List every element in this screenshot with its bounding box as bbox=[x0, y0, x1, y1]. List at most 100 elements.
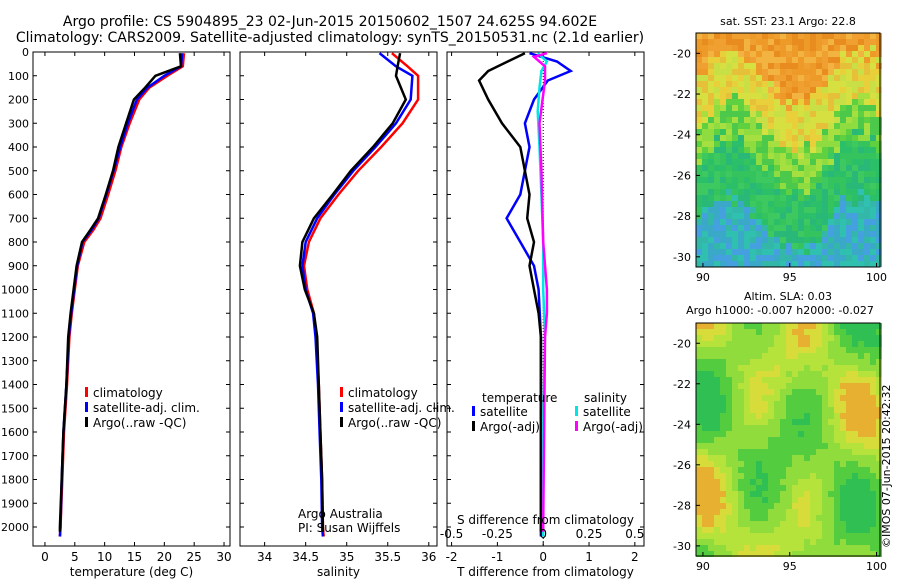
legend-label: satellite-adj. clim. bbox=[348, 401, 455, 415]
x-axis-label: salinity bbox=[317, 565, 360, 579]
legend-label: climatology bbox=[93, 386, 163, 400]
series-line-temp-1 bbox=[477, 52, 543, 532]
legend-swatch bbox=[85, 387, 88, 397]
x-axis-label: temperature (deg C) bbox=[70, 565, 193, 579]
x-tick-label: 35 bbox=[339, 550, 354, 564]
sla-map-frame bbox=[695, 322, 881, 557]
legend-header: temperature bbox=[482, 391, 557, 405]
panel-frame-1 bbox=[32, 51, 231, 547]
legend-label: Argo(..raw -QC) bbox=[93, 416, 186, 430]
map-lon-label: 100 bbox=[866, 560, 887, 573]
y-tick-label: 600 bbox=[8, 189, 29, 202]
x-tick-label: -1 bbox=[491, 550, 503, 564]
series-line-climatology bbox=[58, 53, 186, 537]
map-lat-label: -26 bbox=[673, 169, 691, 182]
x-tick-label: 25 bbox=[187, 550, 202, 564]
x-tick-label: 20 bbox=[157, 550, 172, 564]
map-lat-label: -30 bbox=[673, 540, 691, 553]
map-lon-label: 100 bbox=[866, 271, 887, 284]
sla-map-title-1: Altim. SLA: 0.03 bbox=[743, 290, 833, 303]
map-lat-label: -24 bbox=[673, 418, 691, 431]
credit-line: Argo Australia bbox=[298, 507, 383, 521]
x-tick-label: 0 bbox=[539, 550, 547, 564]
series-line-satellite-adj-clim- bbox=[58, 53, 184, 537]
sst-map bbox=[696, 33, 882, 267]
y-tick-label: 900 bbox=[8, 260, 29, 273]
y-tick-label: 500 bbox=[8, 165, 29, 178]
y-tick-label: 1400 bbox=[1, 379, 29, 392]
legend-label: Argo(..raw -QC) bbox=[348, 416, 441, 430]
legend-swatch bbox=[340, 402, 343, 412]
map-lat-label: -20 bbox=[673, 47, 691, 60]
y-tick-label: 2000 bbox=[1, 521, 29, 534]
x-tick-label: 30 bbox=[216, 550, 231, 564]
legend-swatch bbox=[472, 406, 475, 416]
legend-label: Argo(-adj) bbox=[480, 420, 540, 434]
page-title-line2: Climatology: CARS2009. Satellite-adjuste… bbox=[15, 30, 645, 46]
map-lat-label: -22 bbox=[673, 88, 691, 101]
legend-swatch bbox=[472, 421, 475, 431]
y-tick-label: 1200 bbox=[1, 331, 29, 344]
y-tick-label: 1100 bbox=[1, 307, 29, 320]
x-tick-label: 34.5 bbox=[292, 550, 319, 564]
y-tick-label: 1900 bbox=[1, 497, 29, 510]
map-lat-label: -20 bbox=[673, 337, 691, 350]
legend-label: satellite-adj. clim. bbox=[93, 401, 200, 415]
x-tick-label: 2 bbox=[631, 550, 639, 564]
y-tick-label: 400 bbox=[8, 141, 29, 154]
series-line-argo-raw-qc- bbox=[58, 53, 183, 532]
top-tick-label: -0.5 bbox=[440, 527, 463, 541]
map-lat-label: -26 bbox=[673, 459, 691, 472]
y-tick-label: 1800 bbox=[1, 474, 29, 487]
x-tick-label: 15 bbox=[127, 550, 142, 564]
top-tick-label: 0.5 bbox=[625, 527, 644, 541]
legend-swatch bbox=[85, 402, 88, 412]
x-tick-label: 1 bbox=[585, 550, 593, 564]
x-tick-label: 36 bbox=[421, 550, 436, 564]
page-title-line1: Argo profile: CS 5904895_23 02-Jun-2015 … bbox=[62, 14, 598, 30]
series-line-sal-3 bbox=[531, 51, 549, 532]
panel-frame-2 bbox=[239, 51, 438, 547]
legend-label: satellite bbox=[583, 405, 631, 419]
map-lat-label: -22 bbox=[673, 378, 691, 391]
legend-swatch bbox=[575, 421, 578, 431]
top-axis-label: S difference from climatology bbox=[457, 513, 634, 527]
series-line-satellite-adj-clim- bbox=[301, 52, 414, 537]
legend-swatch bbox=[85, 417, 88, 427]
map-lon-label: 95 bbox=[783, 271, 797, 284]
map-lat-label: -30 bbox=[673, 251, 691, 264]
x-tick-label: 35.5 bbox=[374, 550, 401, 564]
legend-label: Argo(-adj) bbox=[583, 420, 643, 434]
map-lon-label: 90 bbox=[696, 271, 710, 284]
legend-swatch bbox=[575, 406, 578, 416]
panel-frame-3 bbox=[446, 51, 645, 547]
y-tick-label: 1300 bbox=[1, 355, 29, 368]
sst-map-title: sat. SST: 23.1 Argo: 22.8 bbox=[720, 15, 856, 28]
y-tick-label: 300 bbox=[8, 117, 29, 130]
y-tick-label: 1600 bbox=[1, 426, 29, 439]
series-line-argo-raw-qc- bbox=[298, 52, 408, 532]
sst-map-frame bbox=[695, 32, 881, 268]
map-lat-label: -28 bbox=[673, 210, 691, 223]
y-tick-label: 100 bbox=[8, 70, 29, 83]
legend-swatch bbox=[340, 387, 343, 397]
top-tick-label: -0.25 bbox=[482, 527, 513, 541]
legend-swatch bbox=[340, 417, 343, 427]
y-tick-label: 0 bbox=[22, 46, 29, 59]
sla-map bbox=[696, 323, 882, 557]
map-lat-label: -24 bbox=[673, 129, 691, 142]
map-lon-label: 90 bbox=[696, 560, 710, 573]
x-tick-label: 5 bbox=[71, 550, 79, 564]
x-tick-label: -2 bbox=[446, 550, 458, 564]
top-tick-label: 0.25 bbox=[576, 527, 603, 541]
legend-label: climatology bbox=[348, 386, 418, 400]
x-tick-label: 10 bbox=[97, 550, 112, 564]
credit-line: PI: Susan Wijffels bbox=[298, 521, 400, 535]
y-tick-label: 700 bbox=[8, 212, 29, 225]
top-tick-label: 0 bbox=[539, 527, 547, 541]
y-tick-label: 1500 bbox=[1, 402, 29, 415]
map-lat-label: -28 bbox=[673, 499, 691, 512]
y-tick-label: 800 bbox=[8, 236, 29, 249]
x-tick-label: 34 bbox=[257, 550, 272, 564]
